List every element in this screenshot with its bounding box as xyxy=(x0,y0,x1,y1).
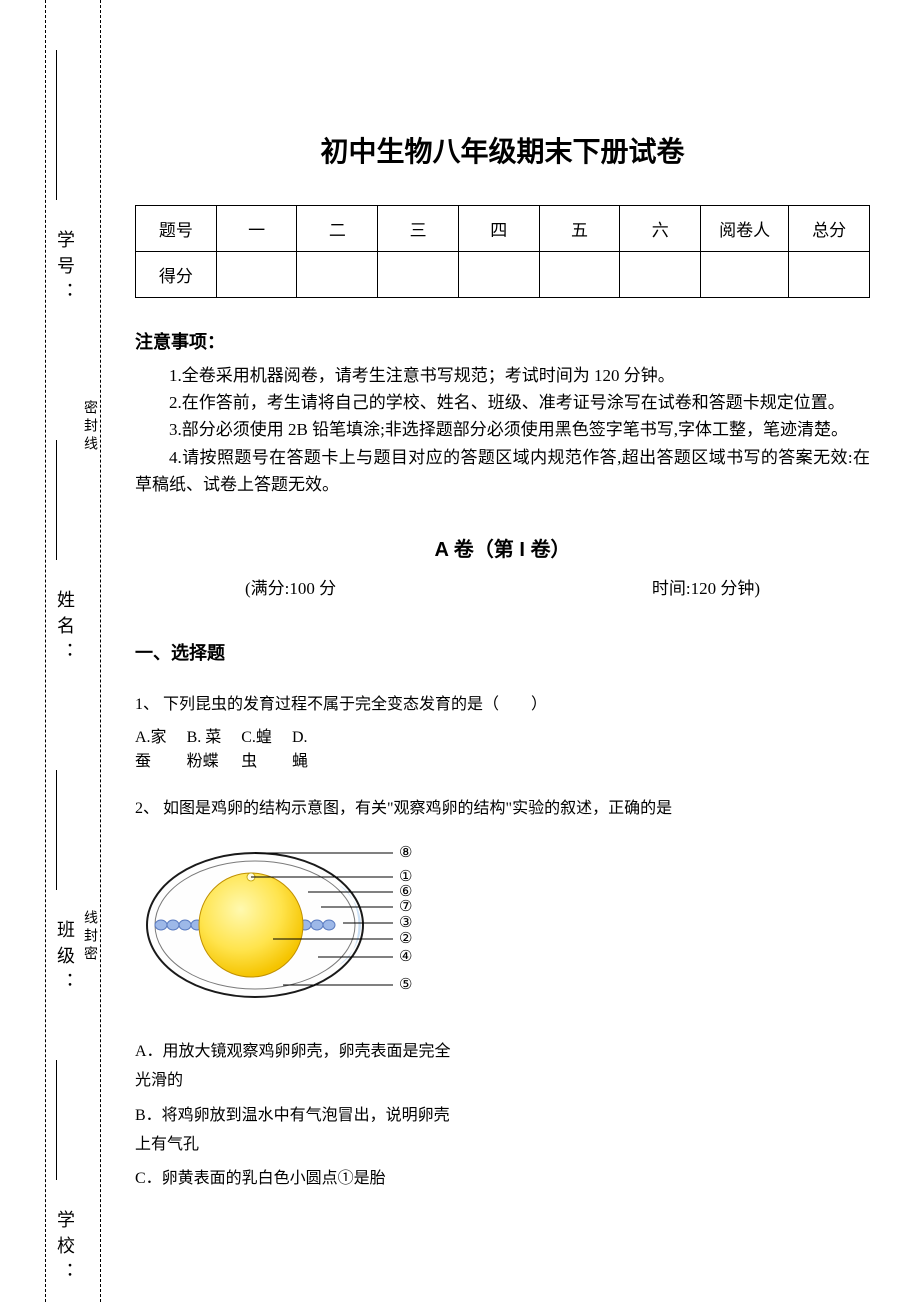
q1-opt-c: C.蝗 虫 xyxy=(241,726,272,774)
score-cell xyxy=(701,252,789,298)
page-content: 初中生物八年级期末下册试卷 题号 一 二 三 四 五 六 阅卷人 总分 得分 注… xyxy=(135,130,870,1214)
score-cell xyxy=(297,252,378,298)
score-cell xyxy=(539,252,620,298)
opt-below: 粉蝶 xyxy=(187,750,219,774)
label-name: 姓名： xyxy=(52,590,78,668)
question-2: 2、 如图是鸡卵的结构示意图，有关"观察鸡卵的结构"实验的叙述，正确的是 xyxy=(135,794,870,1194)
paper-info: (满分:100 分 时间:120 分钟) xyxy=(135,574,870,599)
binding-margin: 学校： 班级： 姓名： 学号： 密封线 线封密 xyxy=(0,0,110,1302)
seal-text-upper: 密封线 xyxy=(79,400,99,454)
fill-line-class xyxy=(56,770,57,890)
exam-title: 初中生物八年级期末下册试卷 xyxy=(135,130,870,170)
time-limit: 时间:120 分钟) xyxy=(652,574,760,599)
q2-opt-a: A．用放大镜观察鸡卵卵壳，卵壳表面是完全光滑的 xyxy=(135,1038,455,1096)
score-cell xyxy=(458,252,539,298)
fill-line-id xyxy=(56,50,57,200)
notice-heading: 注意事项： xyxy=(135,328,870,354)
score-value-row: 得分 xyxy=(136,252,870,298)
diagram-label-8: ⑧ xyxy=(399,845,412,861)
diagram-label-3: ③ xyxy=(399,915,412,931)
opt-below: 蝇 xyxy=(292,750,308,774)
q1-opt-d: D. 蝇 xyxy=(292,726,308,774)
score-header-row: 题号 一 二 三 四 五 六 阅卷人 总分 xyxy=(136,206,870,252)
q1-stem: 1、 下列昆虫的发育过程不属于完全变态发育的是（ ） xyxy=(135,690,870,720)
dashed-line-outer xyxy=(45,0,46,1302)
diagram-label-7: ⑦ xyxy=(399,899,412,915)
egg-svg: ⑧ ① ⑥ ⑦ ③ ② ④ ⑤ xyxy=(143,837,473,1012)
score-cell xyxy=(378,252,459,298)
th-total: 总分 xyxy=(789,206,870,252)
q1-opt-b: B. 菜 粉蝶 xyxy=(187,726,222,774)
notice-item: 1.全卷采用机器阅卷，请考生注意书写规范；考试时间为 120 分钟。 xyxy=(135,362,870,389)
score-cell xyxy=(216,252,297,298)
diagram-label-2: ② xyxy=(399,931,412,947)
q2-opt-c: C．卵黄表面的乳白色小圆点①是胎 xyxy=(135,1165,455,1194)
opt-label: C.蝗 xyxy=(241,726,272,750)
score-table: 题号 一 二 三 四 五 六 阅卷人 总分 得分 xyxy=(135,205,870,298)
row-label: 得分 xyxy=(136,252,217,298)
th-5: 五 xyxy=(539,206,620,252)
q1-opt-a: A.家 蚕 xyxy=(135,726,167,774)
label-id: 学号： xyxy=(52,230,78,308)
full-marks: (满分:100 分 xyxy=(245,574,336,599)
egg-diagram: ⑧ ① ⑥ ⑦ ③ ② ④ ⑤ xyxy=(143,837,870,1023)
score-cell xyxy=(620,252,701,298)
opt-below: 虫 xyxy=(241,750,257,774)
opt-below: 蚕 xyxy=(135,750,151,774)
label-class: 班级： xyxy=(52,920,78,998)
question-1: 1、 下列昆虫的发育过程不属于完全变态发育的是（ ） A.家 蚕 B. 菜 粉蝶… xyxy=(135,690,870,774)
diagram-label-6: ⑥ xyxy=(399,884,412,900)
seal-text-lower: 线封密 xyxy=(79,910,99,964)
diagram-label-4: ④ xyxy=(399,949,412,965)
opt-label: A.家 xyxy=(135,726,167,750)
q1-options: A.家 蚕 B. 菜 粉蝶 C.蝗 虫 D. 蝇 xyxy=(135,726,870,774)
fill-line-name xyxy=(56,440,57,560)
paper-section-title: A 卷（第 I 卷） xyxy=(135,533,870,562)
q2-stem: 2、 如图是鸡卵的结构示意图，有关"观察鸡卵的结构"实验的叙述，正确的是 xyxy=(135,794,870,824)
th-2: 二 xyxy=(297,206,378,252)
diagram-label-5: ⑤ xyxy=(399,977,412,993)
score-cell xyxy=(789,252,870,298)
th-3: 三 xyxy=(378,206,459,252)
th-label: 题号 xyxy=(136,206,217,252)
section-heading: 一、选择题 xyxy=(135,639,870,665)
th-6: 六 xyxy=(620,206,701,252)
notice-item: 4.请按照题号在答题卡上与题目对应的答题区域内规范作答,超出答题区域书写的答案无… xyxy=(135,444,870,498)
notice-item: 2.在作答前，考生请将自己的学校、姓名、班级、准考证号涂写在试卷和答题卡规定位置… xyxy=(135,389,870,416)
fill-line-school xyxy=(56,1060,57,1180)
dashed-line-inner xyxy=(100,0,101,1302)
th-4: 四 xyxy=(458,206,539,252)
opt-label: D. xyxy=(292,726,308,750)
th-grader: 阅卷人 xyxy=(701,206,789,252)
opt-label: B. 菜 xyxy=(187,726,222,750)
th-1: 一 xyxy=(216,206,297,252)
q2-opt-b: B．将鸡卵放到温水中有气泡冒出，说明卵壳上有气孔 xyxy=(135,1102,455,1160)
notice-item: 3.部分必须使用 2B 铅笔填涂;非选择题部分必须使用黑色签字笔书写,字体工整，… xyxy=(135,416,870,443)
diagram-label-1: ① xyxy=(399,869,412,885)
label-school: 学校： xyxy=(52,1210,78,1288)
